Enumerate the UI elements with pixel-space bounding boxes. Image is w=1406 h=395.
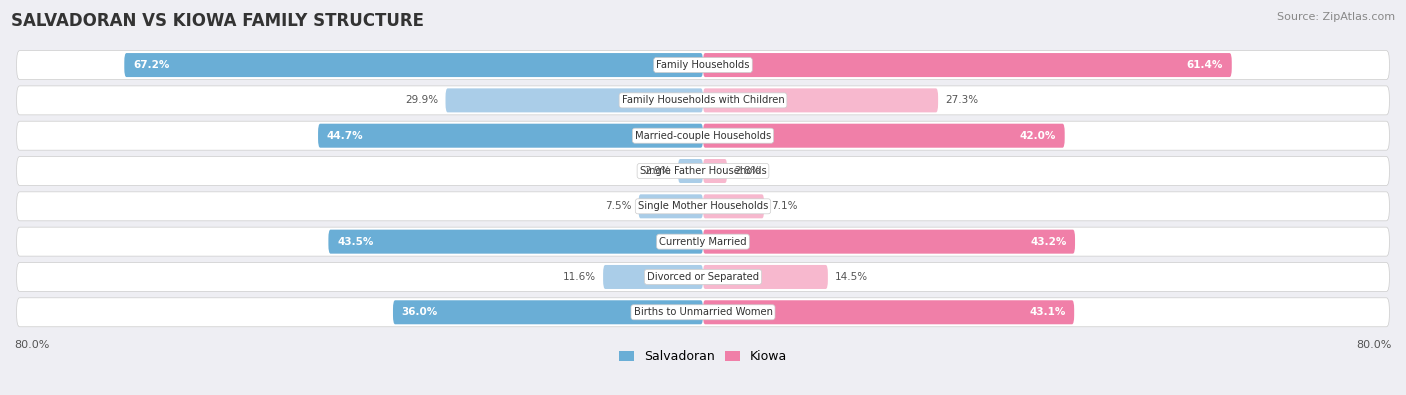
Text: Source: ZipAtlas.com: Source: ZipAtlas.com xyxy=(1277,12,1395,22)
Text: 7.1%: 7.1% xyxy=(770,201,797,211)
FancyBboxPatch shape xyxy=(124,53,703,77)
Text: 67.2%: 67.2% xyxy=(134,60,169,70)
Text: 29.9%: 29.9% xyxy=(405,95,439,105)
Text: Divorced or Separated: Divorced or Separated xyxy=(647,272,759,282)
FancyBboxPatch shape xyxy=(703,229,1076,254)
FancyBboxPatch shape xyxy=(17,156,1389,186)
Text: 36.0%: 36.0% xyxy=(402,307,437,317)
Text: 2.8%: 2.8% xyxy=(734,166,761,176)
Text: Family Households: Family Households xyxy=(657,60,749,70)
FancyBboxPatch shape xyxy=(703,300,1074,324)
FancyBboxPatch shape xyxy=(329,229,703,254)
FancyBboxPatch shape xyxy=(703,265,828,289)
FancyBboxPatch shape xyxy=(17,263,1389,292)
Text: Family Households with Children: Family Households with Children xyxy=(621,95,785,105)
FancyBboxPatch shape xyxy=(17,227,1389,256)
Text: 7.5%: 7.5% xyxy=(605,201,631,211)
Text: 43.5%: 43.5% xyxy=(337,237,374,246)
Legend: Salvadoran, Kiowa: Salvadoran, Kiowa xyxy=(614,345,792,369)
Text: Births to Unmarried Women: Births to Unmarried Women xyxy=(634,307,772,317)
Text: 43.2%: 43.2% xyxy=(1031,237,1066,246)
Text: 61.4%: 61.4% xyxy=(1187,60,1223,70)
Text: 44.7%: 44.7% xyxy=(326,131,363,141)
FancyBboxPatch shape xyxy=(17,298,1389,327)
Text: 14.5%: 14.5% xyxy=(835,272,868,282)
Text: SALVADORAN VS KIOWA FAMILY STRUCTURE: SALVADORAN VS KIOWA FAMILY STRUCTURE xyxy=(11,12,425,30)
Text: 11.6%: 11.6% xyxy=(562,272,596,282)
Text: 2.9%: 2.9% xyxy=(644,166,671,176)
Text: Single Father Households: Single Father Households xyxy=(640,166,766,176)
FancyBboxPatch shape xyxy=(703,53,1232,77)
FancyBboxPatch shape xyxy=(318,124,703,148)
Text: Married-couple Households: Married-couple Households xyxy=(636,131,770,141)
FancyBboxPatch shape xyxy=(703,159,727,183)
Text: Single Mother Households: Single Mother Households xyxy=(638,201,768,211)
FancyBboxPatch shape xyxy=(603,265,703,289)
FancyBboxPatch shape xyxy=(703,194,763,218)
FancyBboxPatch shape xyxy=(678,159,703,183)
FancyBboxPatch shape xyxy=(17,86,1389,115)
Text: 80.0%: 80.0% xyxy=(1357,340,1392,350)
FancyBboxPatch shape xyxy=(703,124,1064,148)
FancyBboxPatch shape xyxy=(394,300,703,324)
Text: 42.0%: 42.0% xyxy=(1019,131,1056,141)
FancyBboxPatch shape xyxy=(17,121,1389,150)
Text: 27.3%: 27.3% xyxy=(945,95,979,105)
FancyBboxPatch shape xyxy=(17,51,1389,79)
Text: 43.1%: 43.1% xyxy=(1029,307,1066,317)
FancyBboxPatch shape xyxy=(638,194,703,218)
FancyBboxPatch shape xyxy=(703,88,938,113)
Text: Currently Married: Currently Married xyxy=(659,237,747,246)
FancyBboxPatch shape xyxy=(17,192,1389,221)
FancyBboxPatch shape xyxy=(446,88,703,113)
Text: 80.0%: 80.0% xyxy=(14,340,49,350)
